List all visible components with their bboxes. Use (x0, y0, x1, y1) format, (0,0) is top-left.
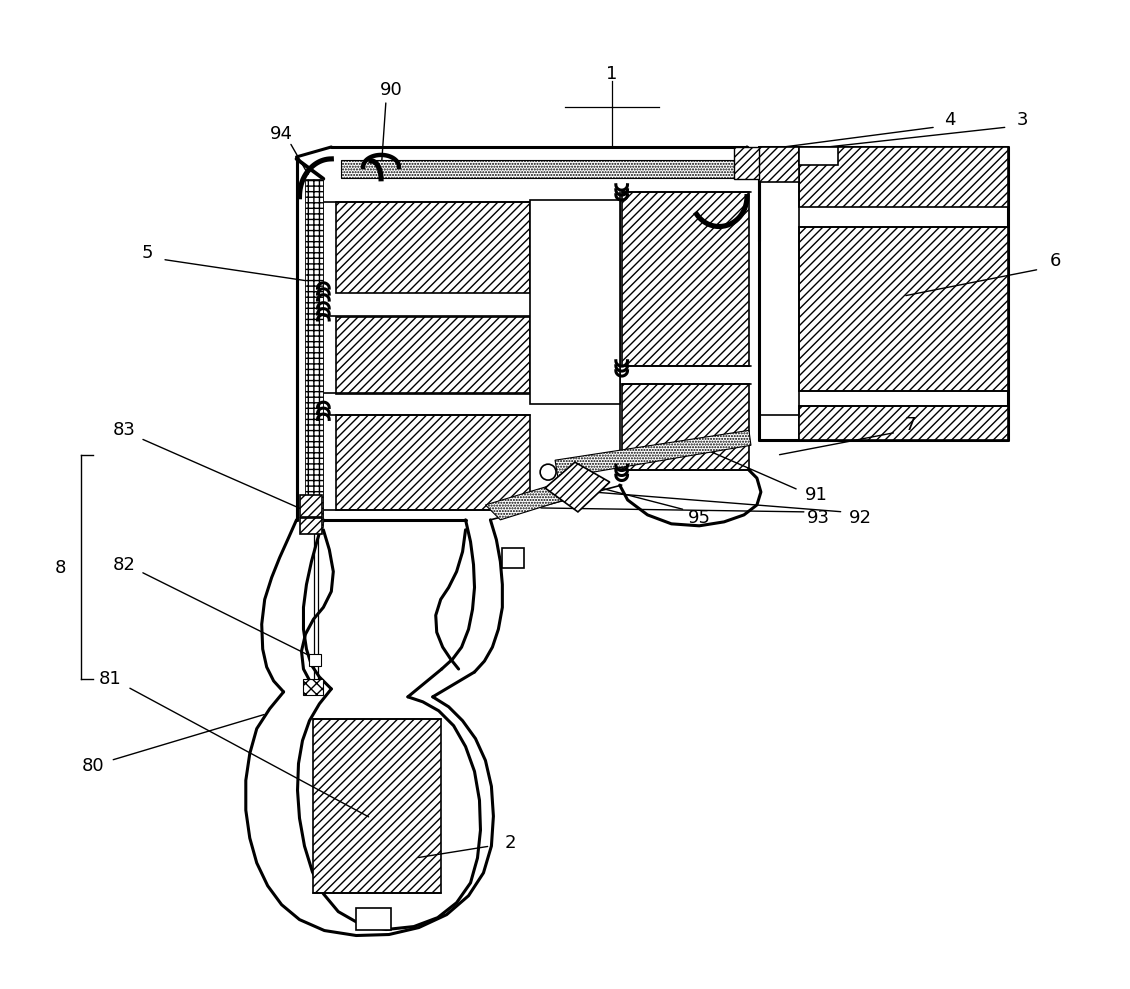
Polygon shape (337, 317, 530, 394)
Polygon shape (486, 478, 590, 520)
Text: 80: 80 (81, 758, 104, 775)
Text: 82: 82 (113, 556, 136, 574)
Text: 93: 93 (807, 509, 831, 527)
Bar (503, 548, 524, 568)
Polygon shape (622, 384, 749, 470)
Bar (304, 679, 323, 695)
Text: 94: 94 (270, 125, 293, 143)
Bar (799, 147, 838, 165)
Polygon shape (337, 202, 530, 293)
Text: 95: 95 (688, 509, 711, 527)
Bar (356, 908, 391, 930)
Circle shape (540, 464, 556, 480)
Bar (310, 654, 321, 666)
Polygon shape (337, 415, 530, 510)
Text: 7: 7 (904, 416, 915, 434)
Bar (799, 147, 1008, 207)
Text: 6: 6 (1050, 252, 1061, 270)
Bar (305, 179, 323, 527)
Bar (341, 160, 747, 178)
Text: 81: 81 (99, 670, 122, 688)
Bar (301, 518, 322, 534)
Bar (799, 226, 1008, 391)
Bar (530, 200, 619, 404)
Text: 2: 2 (505, 834, 516, 853)
Text: 8: 8 (55, 559, 67, 577)
Polygon shape (622, 192, 749, 366)
Text: 91: 91 (806, 486, 828, 504)
Text: 83: 83 (113, 421, 136, 439)
Text: 1: 1 (606, 65, 617, 83)
Bar (301, 495, 322, 517)
Bar (759, 147, 799, 182)
Text: 90: 90 (380, 81, 402, 99)
Bar (799, 405, 1008, 440)
Polygon shape (545, 462, 610, 512)
Bar (734, 147, 759, 179)
Text: 5: 5 (141, 244, 153, 262)
Text: 3: 3 (1017, 111, 1028, 130)
Text: 4: 4 (944, 111, 956, 130)
Polygon shape (555, 430, 751, 478)
Text: 92: 92 (849, 509, 872, 527)
Polygon shape (313, 719, 441, 893)
